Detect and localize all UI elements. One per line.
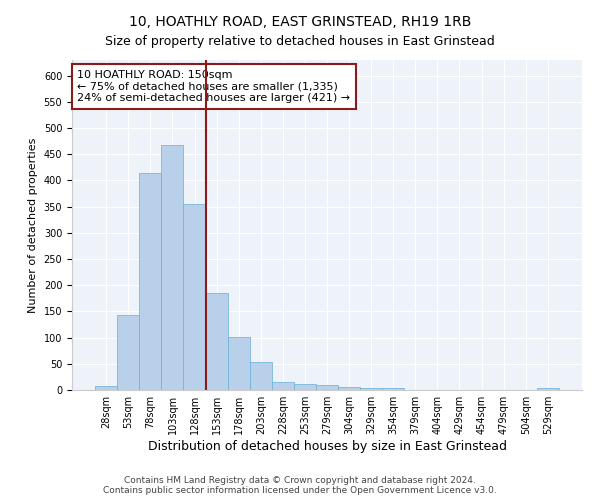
Bar [95, 386, 117, 390]
Bar [272, 382, 294, 390]
Text: 10, HOATHLY ROAD, EAST GRINSTEAD, RH19 1RB: 10, HOATHLY ROAD, EAST GRINSTEAD, RH19 1… [129, 15, 471, 29]
X-axis label: Distribution of detached houses by size in East Grinstead: Distribution of detached houses by size … [148, 440, 506, 453]
Bar [294, 384, 316, 390]
Bar [206, 293, 227, 390]
Bar [382, 388, 404, 390]
Text: Contains HM Land Registry data © Crown copyright and database right 2024.
Contai: Contains HM Land Registry data © Crown c… [103, 476, 497, 495]
Bar [117, 315, 139, 390]
Bar [184, 204, 206, 390]
Bar [139, 172, 161, 390]
Bar [316, 386, 338, 390]
Bar [338, 388, 360, 390]
Bar [250, 362, 272, 390]
Y-axis label: Number of detached properties: Number of detached properties [28, 138, 38, 312]
Bar [227, 336, 250, 390]
Bar [360, 388, 382, 390]
Text: Size of property relative to detached houses in East Grinstead: Size of property relative to detached ho… [105, 35, 495, 48]
Bar [537, 388, 559, 390]
Bar [161, 145, 184, 390]
Text: 10 HOATHLY ROAD: 150sqm
← 75% of detached houses are smaller (1,335)
24% of semi: 10 HOATHLY ROAD: 150sqm ← 75% of detache… [77, 70, 350, 103]
